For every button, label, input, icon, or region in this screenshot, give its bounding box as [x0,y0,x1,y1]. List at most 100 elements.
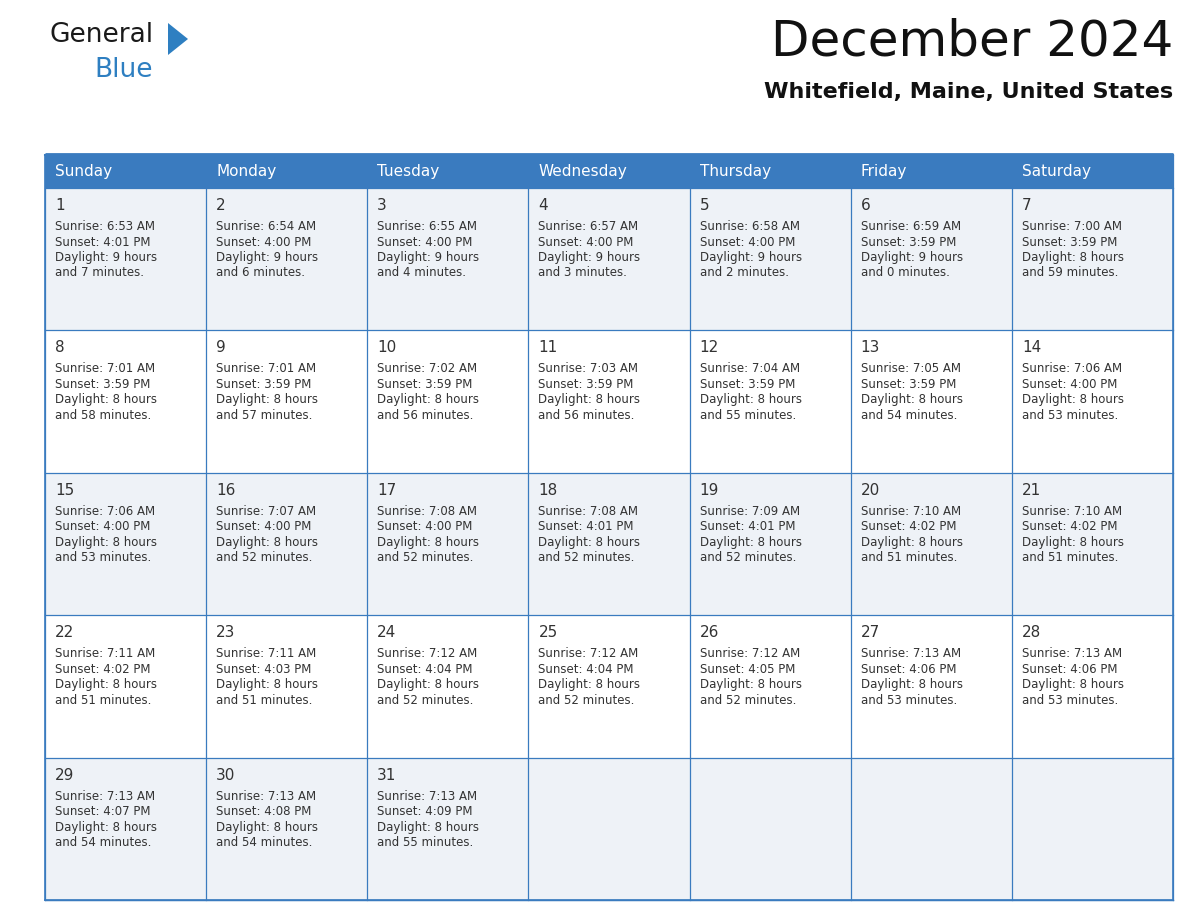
Text: Whitefield, Maine, United States: Whitefield, Maine, United States [764,82,1173,102]
Text: 9: 9 [216,341,226,355]
Text: Sunrise: 7:04 AM: Sunrise: 7:04 AM [700,363,800,375]
Text: Sunset: 4:00 PM: Sunset: 4:00 PM [216,236,311,249]
Text: Sunrise: 6:57 AM: Sunrise: 6:57 AM [538,220,639,233]
Text: Sunset: 4:01 PM: Sunset: 4:01 PM [538,521,634,533]
Text: Sunrise: 7:10 AM: Sunrise: 7:10 AM [1022,505,1121,518]
Bar [367,155,529,188]
Bar [689,155,851,188]
Text: General: General [50,22,154,48]
Text: Sunset: 3:59 PM: Sunset: 3:59 PM [55,378,151,391]
Text: Monday: Monday [216,164,277,179]
Text: Daylight: 8 hours: Daylight: 8 hours [861,394,962,407]
Text: Sunset: 4:06 PM: Sunset: 4:06 PM [1022,663,1118,676]
Text: 2: 2 [216,198,226,213]
Text: Sunset: 3:59 PM: Sunset: 3:59 PM [538,378,634,391]
Text: and 56 minutes.: and 56 minutes. [538,409,634,422]
Text: and 52 minutes.: and 52 minutes. [378,552,474,565]
Text: Friday: Friday [861,164,908,179]
Text: and 57 minutes.: and 57 minutes. [216,409,312,422]
Text: Sunset: 4:02 PM: Sunset: 4:02 PM [861,521,956,533]
Text: Sunset: 4:00 PM: Sunset: 4:00 PM [700,236,795,249]
Text: Daylight: 8 hours: Daylight: 8 hours [538,678,640,691]
Bar [45,473,1173,615]
Bar [207,155,367,188]
Bar [45,155,207,188]
Text: Sunrise: 7:12 AM: Sunrise: 7:12 AM [538,647,639,660]
Text: Sunrise: 7:08 AM: Sunrise: 7:08 AM [538,505,638,518]
Text: Daylight: 8 hours: Daylight: 8 hours [861,678,962,691]
Text: Daylight: 8 hours: Daylight: 8 hours [1022,536,1124,549]
Text: Sunrise: 6:58 AM: Sunrise: 6:58 AM [700,220,800,233]
Text: and 52 minutes.: and 52 minutes. [700,694,796,707]
Text: and 0 minutes.: and 0 minutes. [861,266,949,279]
Text: Daylight: 9 hours: Daylight: 9 hours [378,251,480,264]
Text: Daylight: 8 hours: Daylight: 8 hours [216,821,318,834]
Text: 19: 19 [700,483,719,498]
Text: Sunrise: 7:05 AM: Sunrise: 7:05 AM [861,363,961,375]
Text: Daylight: 8 hours: Daylight: 8 hours [216,394,318,407]
Text: Sunrise: 7:11 AM: Sunrise: 7:11 AM [216,647,316,660]
Text: Sunrise: 7:06 AM: Sunrise: 7:06 AM [55,505,156,518]
Text: Daylight: 8 hours: Daylight: 8 hours [55,394,157,407]
Text: 20: 20 [861,483,880,498]
Text: Daylight: 8 hours: Daylight: 8 hours [861,536,962,549]
Text: 28: 28 [1022,625,1041,640]
Text: Thursday: Thursday [700,164,771,179]
Bar [1012,155,1173,188]
Text: 30: 30 [216,767,235,783]
Text: 29: 29 [55,767,75,783]
Text: and 2 minutes.: and 2 minutes. [700,266,789,279]
Text: Sunrise: 7:02 AM: Sunrise: 7:02 AM [378,363,478,375]
Text: Daylight: 9 hours: Daylight: 9 hours [55,251,157,264]
Text: and 54 minutes.: and 54 minutes. [55,836,151,849]
Text: Sunrise: 7:13 AM: Sunrise: 7:13 AM [378,789,478,802]
Text: December 2024: December 2024 [771,18,1173,66]
Text: Wednesday: Wednesday [538,164,627,179]
Text: Daylight: 8 hours: Daylight: 8 hours [538,536,640,549]
Text: Daylight: 8 hours: Daylight: 8 hours [1022,394,1124,407]
Text: Sunrise: 7:13 AM: Sunrise: 7:13 AM [55,789,156,802]
Bar [529,155,689,188]
Text: Daylight: 8 hours: Daylight: 8 hours [700,678,802,691]
Text: 24: 24 [378,625,397,640]
Text: and 51 minutes.: and 51 minutes. [55,694,151,707]
Text: and 59 minutes.: and 59 minutes. [1022,266,1118,279]
Text: and 52 minutes.: and 52 minutes. [700,552,796,565]
Text: 22: 22 [55,625,74,640]
Text: and 4 minutes.: and 4 minutes. [378,266,466,279]
Text: 7: 7 [1022,198,1031,213]
Text: 8: 8 [55,341,64,355]
Text: 14: 14 [1022,341,1041,355]
Text: 3: 3 [378,198,387,213]
Text: Daylight: 8 hours: Daylight: 8 hours [700,394,802,407]
Text: Sunset: 4:09 PM: Sunset: 4:09 PM [378,805,473,818]
Text: 26: 26 [700,625,719,640]
Text: Daylight: 9 hours: Daylight: 9 hours [216,251,318,264]
Text: and 53 minutes.: and 53 minutes. [1022,409,1118,422]
Text: Sunrise: 7:12 AM: Sunrise: 7:12 AM [700,647,800,660]
Text: and 6 minutes.: and 6 minutes. [216,266,305,279]
Text: Sunset: 4:00 PM: Sunset: 4:00 PM [538,236,634,249]
Text: Daylight: 8 hours: Daylight: 8 hours [378,394,479,407]
Text: and 55 minutes.: and 55 minutes. [700,409,796,422]
Text: 10: 10 [378,341,397,355]
Text: Sunrise: 7:01 AM: Sunrise: 7:01 AM [55,363,156,375]
Text: Sunrise: 7:11 AM: Sunrise: 7:11 AM [55,647,156,660]
Text: 5: 5 [700,198,709,213]
Text: and 51 minutes.: and 51 minutes. [1022,552,1118,565]
Text: Sunrise: 7:09 AM: Sunrise: 7:09 AM [700,505,800,518]
Text: and 53 minutes.: and 53 minutes. [1022,694,1118,707]
Text: Sunset: 4:00 PM: Sunset: 4:00 PM [55,521,151,533]
Text: and 7 minutes.: and 7 minutes. [55,266,144,279]
Text: Sunset: 4:02 PM: Sunset: 4:02 PM [55,663,151,676]
Text: Sunset: 4:03 PM: Sunset: 4:03 PM [216,663,311,676]
Text: and 56 minutes.: and 56 minutes. [378,409,474,422]
Text: and 3 minutes.: and 3 minutes. [538,266,627,279]
Text: Sunset: 4:04 PM: Sunset: 4:04 PM [378,663,473,676]
Text: 11: 11 [538,341,557,355]
Text: and 52 minutes.: and 52 minutes. [538,552,634,565]
Text: and 52 minutes.: and 52 minutes. [378,694,474,707]
Polygon shape [168,23,188,55]
Text: Sunrise: 7:13 AM: Sunrise: 7:13 AM [1022,647,1121,660]
Text: 17: 17 [378,483,397,498]
